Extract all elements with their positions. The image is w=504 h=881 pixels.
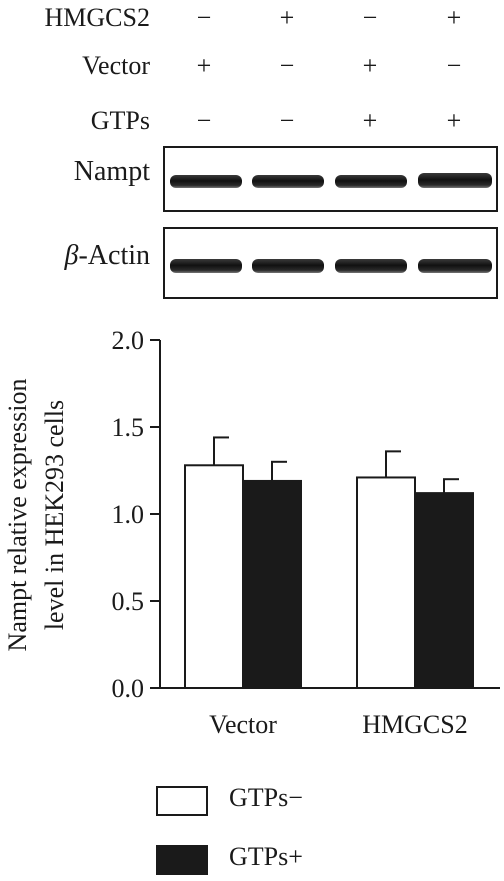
blot-band (252, 175, 324, 188)
row-label-gtps: GTPs (90, 106, 150, 135)
row-label-hmgcs2: HMGCS2 (44, 3, 150, 32)
y-axis-label-line1: Nampt relative expression (3, 379, 32, 652)
x-tick-label: HMGCS2 (362, 710, 467, 739)
bars (184, 464, 474, 689)
legend-label-gtps-minus: GTPs− (229, 783, 303, 812)
legend-swatch-gtps-plus (156, 845, 208, 875)
sign-vector-2: − (279, 51, 295, 80)
y-tick-label: 2.0 (112, 326, 145, 355)
blot-band (418, 173, 492, 188)
bar (184, 464, 244, 689)
sign-gtps-1: − (196, 106, 212, 135)
y-tick-label: 1.5 (112, 413, 145, 442)
y-tick-label: 0.0 (112, 674, 145, 703)
blot-band (170, 175, 242, 188)
blot-beta-actin (163, 227, 498, 299)
blot-band (335, 259, 407, 273)
blot-band (170, 259, 242, 273)
y-tick-label: 0.5 (112, 587, 145, 616)
legend-swatch-gtps-minus (156, 786, 208, 816)
y-tick-label: 1.0 (112, 500, 145, 529)
sign-hmgcs2-4: + (446, 3, 462, 32)
blot-label-beta-actin: β-Actin (0, 240, 150, 272)
blot-band (252, 259, 324, 273)
blot-band (418, 259, 492, 273)
blot-label-nampt: Nampt (73, 156, 150, 187)
error-bars (213, 436, 459, 494)
bar (356, 476, 416, 689)
legend-label-gtps-plus: GTPs+ (229, 842, 303, 871)
sign-hmgcs2-1: − (196, 3, 212, 32)
beta-symbol: β (64, 240, 79, 271)
sign-gtps-4: + (446, 106, 462, 135)
blot-band (335, 175, 407, 188)
x-tick-labels: Vector HMGCS2 (209, 710, 468, 739)
y-axis-label-line2: level in HEK293 cells (40, 400, 69, 630)
bar (242, 479, 302, 689)
y-ticks: 0.0 0.5 1.0 1.5 2.0 (112, 326, 160, 703)
sign-hmgcs2-2: + (279, 3, 295, 32)
sign-vector-1: + (196, 51, 212, 80)
x-tick-label: Vector (209, 710, 277, 739)
blot-nampt (163, 146, 498, 212)
sign-vector-4: − (446, 51, 462, 80)
bar (414, 492, 474, 689)
sign-hmgcs2-3: − (362, 3, 378, 32)
y-axis-label: Nampt relative expression level in HEK29… (3, 379, 69, 652)
sign-vector-3: + (362, 51, 378, 80)
sign-gtps-3: + (362, 106, 378, 135)
row-label-vector: Vector (82, 51, 150, 80)
sign-gtps-2: − (279, 106, 295, 135)
actin-text: -Actin (78, 240, 150, 271)
